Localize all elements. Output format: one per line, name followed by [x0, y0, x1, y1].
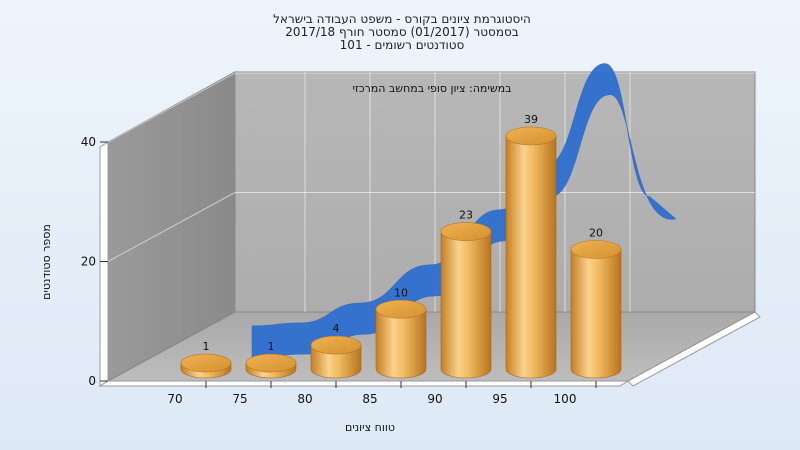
x-tick-label: 90 [427, 392, 442, 406]
floor-rim [98, 380, 630, 387]
x-tick-label: 85 [362, 392, 377, 406]
bar-top [310, 335, 362, 355]
x-tick-label: 80 [297, 392, 312, 406]
x-axis-ticks: 70 75 80 85 90 95 100 [167, 381, 597, 406]
bar-body [570, 249, 622, 379]
x-tick-label: 95 [492, 392, 507, 406]
bar-body [375, 308, 427, 379]
bar-top [570, 240, 622, 259]
chart-subtitle: במשימה: ציון סופי במחשב המרכזי [352, 82, 511, 95]
x-tick-label: 75 [232, 392, 247, 406]
plot-area [98, 71, 761, 387]
bar-body [505, 135, 557, 379]
bar-value-label: 1 [203, 340, 210, 353]
y-tick-label: 40 [81, 135, 96, 149]
gridline-left [107, 192, 236, 262]
gridline-left [107, 72, 236, 143]
bar-75: 1 [245, 340, 297, 379]
y-axis-ticks: 0 20 40 [81, 135, 108, 388]
bar-top [245, 353, 297, 373]
bar-top [375, 299, 427, 319]
gridlines [107, 72, 755, 312]
bar-90: 23 [440, 209, 492, 379]
y-tick-label: 0 [88, 374, 96, 388]
bars: 1 1 4 10 23 39 20 [180, 113, 622, 379]
bar-value-label: 23 [459, 209, 473, 222]
y-axis-title: מספר סטודנטים [40, 224, 53, 300]
chart-title: היסטוגרמת ציונים בקורס - משפט העבודה ביש… [273, 12, 531, 52]
bar-70: 1 [180, 340, 232, 379]
bar-value-label: 39 [524, 113, 538, 126]
bar-value-label: 20 [589, 227, 603, 240]
x-tick-label: 100 [554, 392, 577, 406]
title-line-2: בסמסטר (01/2017) סמסטר חורף 2017/18 [285, 25, 518, 39]
x-tick-label: 70 [167, 392, 182, 406]
bar-body [440, 231, 492, 379]
y-tick-label: 20 [81, 255, 96, 269]
x-axis-title: טווח ציונים [345, 421, 395, 434]
bar-value-label: 4 [333, 322, 340, 335]
bar-body [310, 344, 362, 379]
bar-85: 10 [375, 286, 427, 379]
left-rim [99, 141, 109, 387]
bar-100: 20 [570, 227, 622, 379]
bar-95: 39 [505, 113, 557, 379]
bar-top [440, 222, 492, 241]
right-rim [627, 311, 761, 387]
bar-top [505, 126, 557, 146]
title-line-1: היסטוגרמת ציונים בקורס - משפט העבודה ביש… [273, 12, 531, 26]
bar-top [180, 353, 232, 373]
bar-value-label: 1 [268, 340, 275, 353]
bar-value-label: 10 [394, 286, 408, 299]
title-line-3: סטודנטים רשומים - 101 [340, 38, 465, 52]
bar-80: 4 [310, 322, 362, 379]
